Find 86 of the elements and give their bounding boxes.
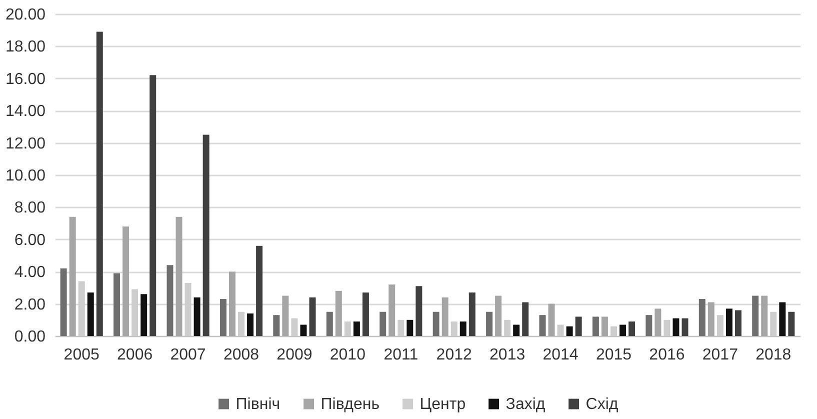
legend-label: Центр bbox=[420, 396, 466, 413]
legend-label: Північ bbox=[236, 396, 280, 413]
bar bbox=[247, 313, 254, 336]
bar bbox=[300, 324, 307, 336]
y-tick-label: 2.00 bbox=[14, 296, 46, 314]
bar bbox=[513, 324, 520, 336]
bar bbox=[166, 265, 174, 336]
bar bbox=[548, 304, 555, 336]
bar bbox=[539, 315, 546, 336]
bar bbox=[282, 296, 289, 336]
y-tick-label: 12.00 bbox=[5, 135, 46, 152]
y-tick-label: 20.00 bbox=[5, 6, 46, 24]
bar bbox=[228, 272, 236, 336]
bar bbox=[654, 308, 662, 336]
x-tick-label: 2013 bbox=[490, 346, 526, 364]
bar bbox=[140, 294, 148, 336]
bar bbox=[150, 75, 156, 336]
x-tick-label: 2009 bbox=[276, 346, 312, 364]
bar bbox=[114, 273, 120, 336]
bar bbox=[194, 297, 200, 336]
x-tick-label: 2005 bbox=[64, 346, 100, 364]
bar bbox=[87, 292, 94, 336]
x-tick-label: 2007 bbox=[170, 346, 206, 364]
legend-label: Південь bbox=[320, 396, 380, 413]
bar bbox=[672, 318, 680, 336]
x-tick-label: 2008 bbox=[223, 346, 260, 364]
y-tick-label: 4.00 bbox=[14, 264, 46, 282]
x-tick-label: 2011 bbox=[384, 346, 418, 364]
bar bbox=[460, 322, 466, 336]
x-tick-label: 2015 bbox=[596, 346, 632, 364]
x-tick-label: 2017 bbox=[702, 346, 738, 364]
bar bbox=[575, 316, 582, 336]
bar bbox=[682, 318, 688, 336]
bar bbox=[432, 312, 440, 336]
bar bbox=[273, 315, 280, 336]
bar bbox=[788, 312, 795, 336]
y-tick-label: 6.00 bbox=[14, 232, 46, 249]
bar bbox=[628, 322, 636, 336]
bar bbox=[698, 298, 706, 336]
bar bbox=[60, 268, 67, 336]
bar bbox=[726, 308, 732, 336]
x-tick-label: 2016 bbox=[649, 346, 685, 364]
x-tick-label: 2018 bbox=[756, 346, 792, 364]
bar bbox=[309, 297, 316, 336]
y-tick-label: 18.00 bbox=[5, 38, 46, 56]
bar bbox=[326, 312, 333, 336]
bar bbox=[566, 326, 573, 336]
bar bbox=[646, 315, 652, 336]
bar bbox=[761, 296, 768, 336]
y-tick-label: 8.00 bbox=[14, 200, 46, 217]
bar bbox=[335, 290, 342, 336]
bar bbox=[176, 216, 182, 336]
bar bbox=[592, 316, 599, 336]
legend-label: Схід bbox=[586, 396, 619, 413]
bar bbox=[380, 312, 386, 336]
bar bbox=[202, 134, 210, 336]
bar bbox=[486, 312, 493, 336]
x-tick-label: 2006 bbox=[117, 346, 153, 364]
bar bbox=[468, 292, 476, 336]
bar bbox=[406, 320, 414, 336]
bar bbox=[779, 302, 786, 336]
y-tick-label: 0.00 bbox=[14, 328, 46, 346]
bar bbox=[601, 316, 608, 336]
y-tick-label: 14.00 bbox=[5, 103, 46, 120]
y-tick-label: 16.00 bbox=[5, 70, 46, 88]
bar bbox=[734, 310, 742, 336]
x-tick-label: 2014 bbox=[542, 346, 578, 364]
bar bbox=[752, 296, 759, 336]
bar bbox=[362, 292, 369, 336]
y-tick-label: 10.00 bbox=[5, 168, 46, 184]
bar bbox=[388, 284, 396, 336]
bar bbox=[620, 324, 626, 336]
bar bbox=[220, 298, 226, 336]
bar bbox=[96, 32, 103, 336]
legend-label: Захід bbox=[506, 396, 546, 413]
bar bbox=[522, 302, 529, 336]
x-tick-label: 2012 bbox=[436, 346, 472, 364]
bar bbox=[442, 297, 448, 336]
bar bbox=[416, 286, 422, 336]
x-tick-label: 2010 bbox=[330, 346, 366, 364]
bar bbox=[69, 216, 76, 336]
bar bbox=[708, 302, 714, 336]
bar bbox=[353, 322, 360, 336]
bar bbox=[256, 246, 263, 336]
bar bbox=[495, 296, 502, 336]
bar bbox=[122, 226, 130, 336]
